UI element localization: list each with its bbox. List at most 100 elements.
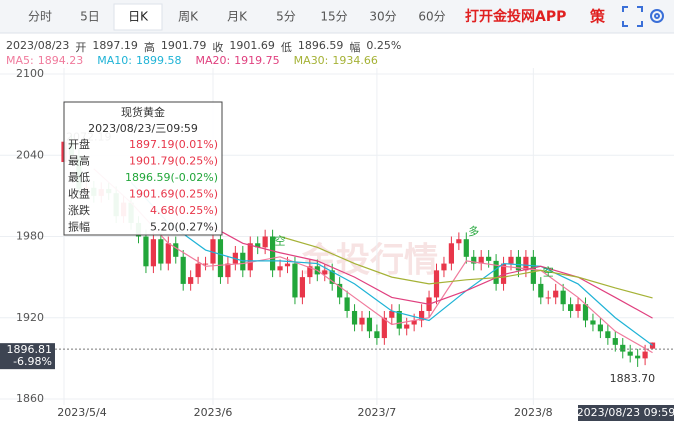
x-highlight: [578, 405, 674, 421]
candle-body: [575, 304, 581, 311]
y-tick-label: 2040: [16, 148, 44, 161]
candle-body: [307, 266, 313, 278]
tab[interactable]: 分时: [28, 10, 52, 24]
tooltip-value: 1897.19(0.01%): [129, 138, 218, 151]
info-value: 1896.59: [297, 39, 344, 52]
y-tick-label: 1920: [16, 311, 44, 324]
legend-value: 1894.23: [37, 54, 84, 67]
candle-body: [538, 283, 544, 298]
info-label: 高: [143, 41, 155, 54]
ma-line: [279, 235, 653, 299]
info-label: 低: [280, 41, 292, 54]
y-tick-label: 1980: [16, 230, 44, 243]
candle-body: [582, 304, 589, 321]
candle-body: [202, 263, 209, 265]
tooltip-label: 开盘: [68, 137, 90, 151]
candle-body: [486, 256, 492, 261]
candle-body: [299, 277, 305, 298]
candle-body: [240, 252, 246, 271]
info-label: 幅: [349, 41, 361, 54]
x-tick-label: 2023/08/23 09:59: [577, 406, 674, 419]
tab[interactable]: 5日: [80, 10, 100, 24]
candle-body: [344, 297, 350, 311]
candle-body: [560, 290, 566, 305]
tab[interactable]: 月K: [227, 10, 248, 24]
info-value: 0.25%: [366, 39, 402, 52]
candle-body: [284, 263, 291, 267]
candle-body: [523, 256, 529, 271]
info-value: 1901.69: [229, 39, 275, 52]
tab[interactable]: 60分: [418, 10, 445, 24]
candle-body: [635, 355, 641, 359]
candle-body: [553, 290, 559, 298]
tooltip-box: [63, 101, 223, 236]
candle-body: [500, 263, 507, 284]
legend-name: MA5:: [6, 54, 34, 67]
candle-body: [210, 239, 216, 264]
app-link[interactable]: 打开金投网APP: [465, 8, 566, 25]
info-date: 2023/08/23: [6, 39, 70, 52]
tooltip-label: 收盘: [68, 187, 90, 201]
tab[interactable]: 周K: [178, 10, 199, 24]
strategy-button[interactable]: 策: [589, 8, 606, 26]
candle-body: [590, 320, 596, 325]
legend-entry: MA20: 1919.75: [195, 54, 279, 67]
info-label: 收: [212, 41, 224, 54]
candle-body: [456, 239, 462, 244]
settings-icon[interactable]: [650, 9, 664, 23]
tooltip-value: 5.20(0.27%): [150, 221, 218, 234]
legend-value: 1934.66: [332, 54, 378, 67]
tab[interactable]: 15分: [320, 10, 347, 24]
x-tick-label: 2023/5/4: [57, 406, 106, 419]
legend-entry: MA10: 1899.58: [97, 54, 181, 67]
tab[interactable]: 日K: [128, 10, 149, 24]
candle-body: [188, 277, 194, 284]
info-row: 2023/08/23 开 1897.19 高 1901.79 收 1901.69 低 1896.…: [6, 39, 401, 55]
x-tick-label: 2023/6: [194, 406, 233, 419]
candle-body: [642, 351, 648, 359]
candle-body: [620, 344, 626, 352]
legend-value: 1899.58: [135, 54, 182, 67]
candle-body: [165, 243, 171, 264]
candle-body: [530, 256, 536, 284]
candle-body: [419, 310, 425, 321]
candle-body: [173, 243, 179, 257]
signal-label: 空: [275, 234, 286, 248]
low-label: 1883.70: [610, 372, 656, 385]
current-price-box: [0, 343, 55, 370]
info-value: 1901.79: [160, 39, 207, 52]
tooltip-value: 4.68(0.25%): [150, 204, 218, 217]
candle-body: [381, 317, 387, 339]
candle-body: [493, 260, 499, 284]
candle-body: [351, 310, 358, 325]
candle-body: [180, 256, 186, 284]
info-label: 开: [75, 41, 87, 54]
candle-body: [411, 320, 417, 325]
y-tick-label: 1860: [16, 392, 44, 405]
ma-line: [130, 181, 653, 346]
legend-entry: MA5: 1894.23: [6, 54, 83, 67]
tooltip-label: 最低: [68, 171, 90, 184]
tooltip-label: 最高: [68, 154, 90, 168]
signal-label: 多: [468, 224, 479, 238]
candle-body: [649, 342, 656, 349]
candle-body: [545, 297, 551, 299]
candle-body: [448, 243, 454, 264]
toolbar: [0, 0, 674, 33]
candle-body: [195, 263, 201, 278]
candle-body: [441, 263, 447, 271]
candle-body: [277, 266, 283, 271]
candle-body: [597, 324, 603, 332]
candle-body: [217, 239, 224, 278]
tooltip-value: 1901.69(0.25%): [129, 188, 218, 201]
legend-entry: MA30: 1934.66: [294, 54, 378, 67]
legend-value: 1919.75: [234, 54, 280, 67]
fullscreen-icon[interactable]: [622, 6, 643, 27]
tab[interactable]: 30分: [369, 10, 396, 24]
tab[interactable]: 5分: [276, 10, 296, 24]
ma-legend: MA5: 1894.23 MA10: 1899.58 MA20: 1919.75 MA30:…: [6, 54, 378, 67]
candle-body: [143, 236, 149, 267]
candle-body: [329, 270, 335, 284]
